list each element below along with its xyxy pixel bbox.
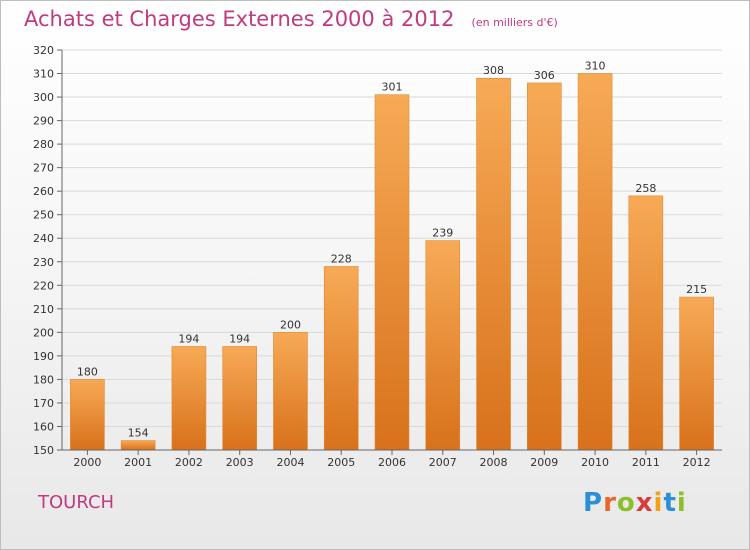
- data-label-2000: 180: [77, 365, 98, 378]
- y-tick-label: 290: [33, 115, 54, 128]
- logo-letter: x: [635, 488, 654, 518]
- data-label-2006: 301: [382, 81, 403, 94]
- y-tick-label: 230: [33, 256, 54, 269]
- data-label-2002: 194: [178, 332, 199, 345]
- y-tick-label: 270: [33, 162, 54, 175]
- y-tick-label: 280: [33, 138, 54, 151]
- logo-letter: i: [676, 488, 687, 518]
- y-tick-label: 200: [33, 326, 54, 339]
- bar-2010: [577, 73, 613, 451]
- proxiti-logo: Proxiti: [583, 488, 687, 518]
- y-tick-label: 320: [33, 44, 54, 57]
- y-tick-label: 220: [33, 279, 54, 292]
- data-label-2010: 310: [585, 60, 606, 73]
- data-label-2001: 154: [128, 427, 149, 440]
- y-axis: 150 160 170 180 190 200 210 220 230 240 250 260 270 2…: [33, 44, 63, 457]
- y-tick-label: 180: [33, 373, 54, 386]
- bar-2007: [425, 240, 461, 451]
- x-tick-label-2000: 2000: [73, 456, 101, 469]
- chart-subtitle: (en milliers d'€): [471, 16, 558, 29]
- bar-2009: [527, 82, 562, 451]
- logo-letter: i: [653, 488, 664, 518]
- bar-2002: [171, 346, 207, 451]
- logo-letter: o: [616, 488, 636, 518]
- x-tick-label-2006: 2006: [378, 456, 406, 469]
- x-tick-label-2007: 2007: [429, 456, 457, 469]
- bar-2003: [222, 346, 257, 451]
- bar-2001: [120, 440, 156, 451]
- x-tick-label-2003: 2003: [226, 456, 254, 469]
- bars: [70, 73, 714, 451]
- y-tick-label: 150: [33, 444, 54, 457]
- logo-letter: P: [583, 488, 604, 518]
- bar-2006: [374, 94, 410, 451]
- y-tick-label: 210: [33, 303, 54, 316]
- data-label-2008: 308: [483, 64, 504, 77]
- x-tick-label-2001: 2001: [124, 456, 152, 469]
- x-tick-label-2005: 2005: [327, 456, 355, 469]
- y-tick-label: 170: [33, 397, 54, 410]
- bar-2012: [679, 296, 714, 451]
- data-label-2003: 194: [229, 332, 250, 345]
- y-tick-label: 250: [33, 209, 54, 222]
- bar-2011: [628, 195, 664, 451]
- x-tick-label-2002: 2002: [175, 456, 203, 469]
- x-tick-label-2010: 2010: [581, 456, 609, 469]
- x-tick-label-2004: 2004: [276, 456, 304, 469]
- bar-2004: [273, 332, 308, 451]
- logo-letter: r: [603, 488, 617, 518]
- y-tick-label: 160: [33, 420, 54, 433]
- y-tick-label: 260: [33, 185, 54, 198]
- data-label-2012: 215: [686, 283, 707, 296]
- data-label-2011: 258: [635, 182, 656, 195]
- data-label-2004: 200: [280, 318, 301, 331]
- bar-2008: [476, 77, 511, 451]
- bar-2005: [323, 266, 359, 451]
- data-label-2007: 239: [432, 227, 453, 240]
- x-tick-label-2012: 2012: [683, 456, 711, 469]
- chart-title-block: Achats et Charges Externes 2000 à 2012 (…: [24, 7, 558, 31]
- data-label-2009: 306: [534, 69, 555, 82]
- x-tick-label-2011: 2011: [632, 456, 660, 469]
- data-labels: 180 154 194 194 200 228 301 239 308 306 310 258 215: [77, 60, 707, 440]
- chart-title: Achats et Charges Externes 2000 à 2012: [24, 7, 455, 31]
- x-tick-label-2008: 2008: [480, 456, 508, 469]
- y-tick-label: 300: [33, 91, 54, 104]
- bar-2000: [70, 379, 105, 451]
- y-tick-label: 240: [33, 232, 54, 245]
- x-axis: 2000 2001 2002 2003 2004 2005 2006 2007 2008 2009…: [62, 449, 722, 469]
- x-tick-label-2009: 2009: [530, 456, 558, 469]
- y-tick-label: 310: [33, 68, 54, 81]
- y-tick-label: 190: [33, 350, 54, 363]
- logo-letter: t: [663, 488, 677, 518]
- commune-name: TOURCH: [38, 492, 115, 513]
- data-label-2005: 228: [331, 252, 352, 265]
